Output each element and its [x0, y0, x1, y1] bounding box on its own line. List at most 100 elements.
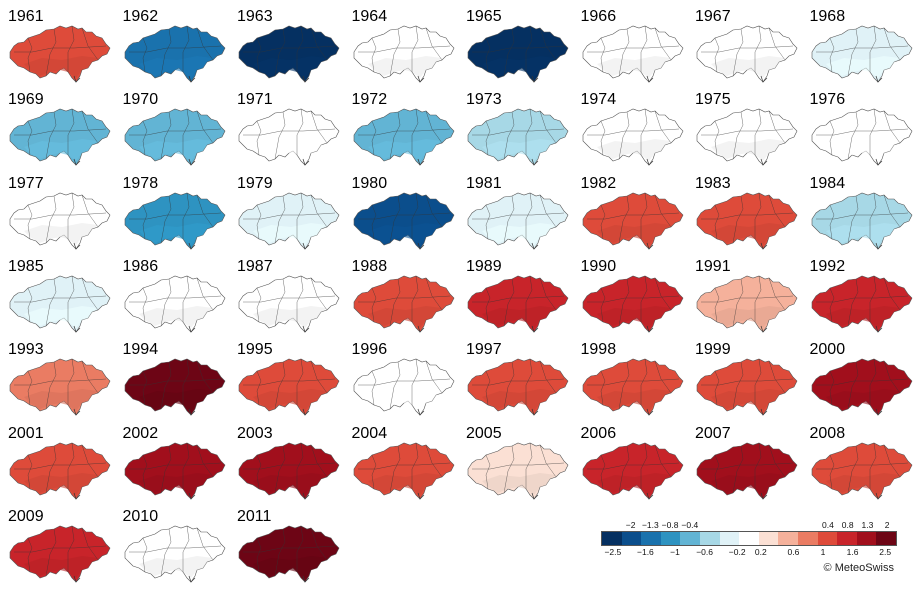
map-year-label: 1998: [581, 341, 617, 359]
map-shape-1976: [812, 109, 912, 165]
map-year-label: 1990: [581, 258, 617, 276]
map-shape-1984: [812, 193, 912, 249]
map-shape-2004: [354, 443, 454, 499]
map-shape-1990: [583, 276, 683, 332]
map-shape-1991: [697, 276, 797, 332]
legend-top-label: 2: [885, 520, 890, 530]
map-shape-2001: [10, 443, 110, 499]
map-shape-1989: [468, 276, 568, 332]
legend-swatch: [680, 532, 700, 545]
map-cell-1967: 1967: [689, 8, 803, 90]
legend-bottom-label: 0.6: [787, 547, 799, 557]
map-shape-1969: [10, 109, 110, 165]
map-shape-2011: [239, 526, 339, 582]
map-year-label: 1983: [695, 175, 731, 193]
map-year-label: 1994: [123, 341, 159, 359]
map-shape-1967: [697, 26, 797, 82]
legend-top-label: 0.8: [842, 520, 854, 530]
map-year-label: 1970: [123, 91, 159, 109]
map-shape-1988: [354, 276, 454, 332]
legend-swatch: [798, 532, 818, 545]
map-shape-1997: [468, 359, 568, 415]
map-cell-1980: 1980: [346, 175, 460, 257]
map-cell-1986: 1986: [117, 258, 231, 340]
map-cell-1987: 1987: [231, 258, 345, 340]
map-cell-1962: 1962: [117, 8, 231, 90]
map-shape-1995: [239, 359, 339, 415]
legend-top-label: −2: [626, 520, 636, 530]
map-cell-1988: 1988: [346, 258, 460, 340]
map-shape-1987: [239, 276, 339, 332]
map-cell-1982: 1982: [575, 175, 689, 257]
map-cell-1995: 1995: [231, 341, 345, 423]
map-year-label: 1981: [466, 175, 502, 193]
legend-swatch: [641, 532, 661, 545]
map-cell-1999: 1999: [689, 341, 803, 423]
legend-bottom-label: −0.2: [729, 547, 746, 557]
map-shape-1977: [10, 193, 110, 249]
map-shape-1975: [697, 109, 797, 165]
legend-swatch: [602, 532, 622, 545]
map-cell-1965: 1965: [460, 8, 574, 90]
map-shape-1979: [239, 193, 339, 249]
map-year-label: 1972: [352, 91, 388, 109]
map-year-label: 1971: [237, 91, 273, 109]
map-shape-1974: [583, 109, 683, 165]
legend-top-label: −0.8: [662, 520, 679, 530]
map-cell-1975: 1975: [689, 91, 803, 173]
map-cell-1983: 1983: [689, 175, 803, 257]
map-year-label: 1993: [8, 341, 44, 359]
legend-swatch: [720, 532, 740, 545]
legend-bottom-label: 0.2: [755, 547, 767, 557]
map-shape-1983: [697, 193, 797, 249]
map-year-label: 1995: [237, 341, 273, 359]
map-shape-1968: [812, 26, 912, 82]
legend-swatch: [837, 532, 857, 545]
map-shape-2007: [697, 443, 797, 499]
map-cell-2010: 2010: [117, 508, 231, 590]
map-year-label: 2005: [466, 425, 502, 443]
map-year-label: 2003: [237, 425, 273, 443]
map-shape-1961: [10, 26, 110, 82]
map-shape-1985: [10, 276, 110, 332]
map-cell-2000: 2000: [804, 341, 916, 423]
legend-swatch: [818, 532, 838, 545]
map-cell-1984: 1984: [804, 175, 916, 257]
map-year-label: 1987: [237, 258, 273, 276]
map-shape-1999: [697, 359, 797, 415]
map-cell-1981: 1981: [460, 175, 574, 257]
map-year-label: 1967: [695, 8, 731, 26]
legend-swatch: [622, 532, 642, 545]
map-year-label: 1986: [123, 258, 159, 276]
map-cell-1974: 1974: [575, 91, 689, 173]
map-year-label: 1968: [810, 8, 846, 26]
map-year-label: 1978: [123, 175, 159, 193]
map-cell-2009: 2009: [2, 508, 116, 590]
map-shape-1980: [354, 193, 454, 249]
map-cell-2008: 2008: [804, 425, 916, 507]
map-shape-1998: [583, 359, 683, 415]
map-shape-1973: [468, 109, 568, 165]
map-year-label: 1965: [466, 8, 502, 26]
map-year-label: 1980: [352, 175, 388, 193]
legend-top-label: −0.4: [681, 520, 698, 530]
map-year-label: 1964: [352, 8, 388, 26]
map-shape-2002: [125, 443, 225, 499]
map-cell-1993: 1993: [2, 341, 116, 423]
map-year-label: 2004: [352, 425, 388, 443]
map-year-label: 1976: [810, 91, 846, 109]
map-shape-1978: [125, 193, 225, 249]
map-cell-1985: 1985: [2, 258, 116, 340]
map-year-label: 1985: [8, 258, 44, 276]
map-cell-1996: 1996: [346, 341, 460, 423]
map-year-label: 2008: [810, 425, 846, 443]
map-shape-1994: [125, 359, 225, 415]
map-year-label: 2007: [695, 425, 731, 443]
map-year-label: 2009: [8, 508, 44, 526]
map-shape-1982: [583, 193, 683, 249]
legend-top-label: 0.4: [822, 520, 834, 530]
map-year-label: 2002: [123, 425, 159, 443]
map-year-label: 1989: [466, 258, 502, 276]
